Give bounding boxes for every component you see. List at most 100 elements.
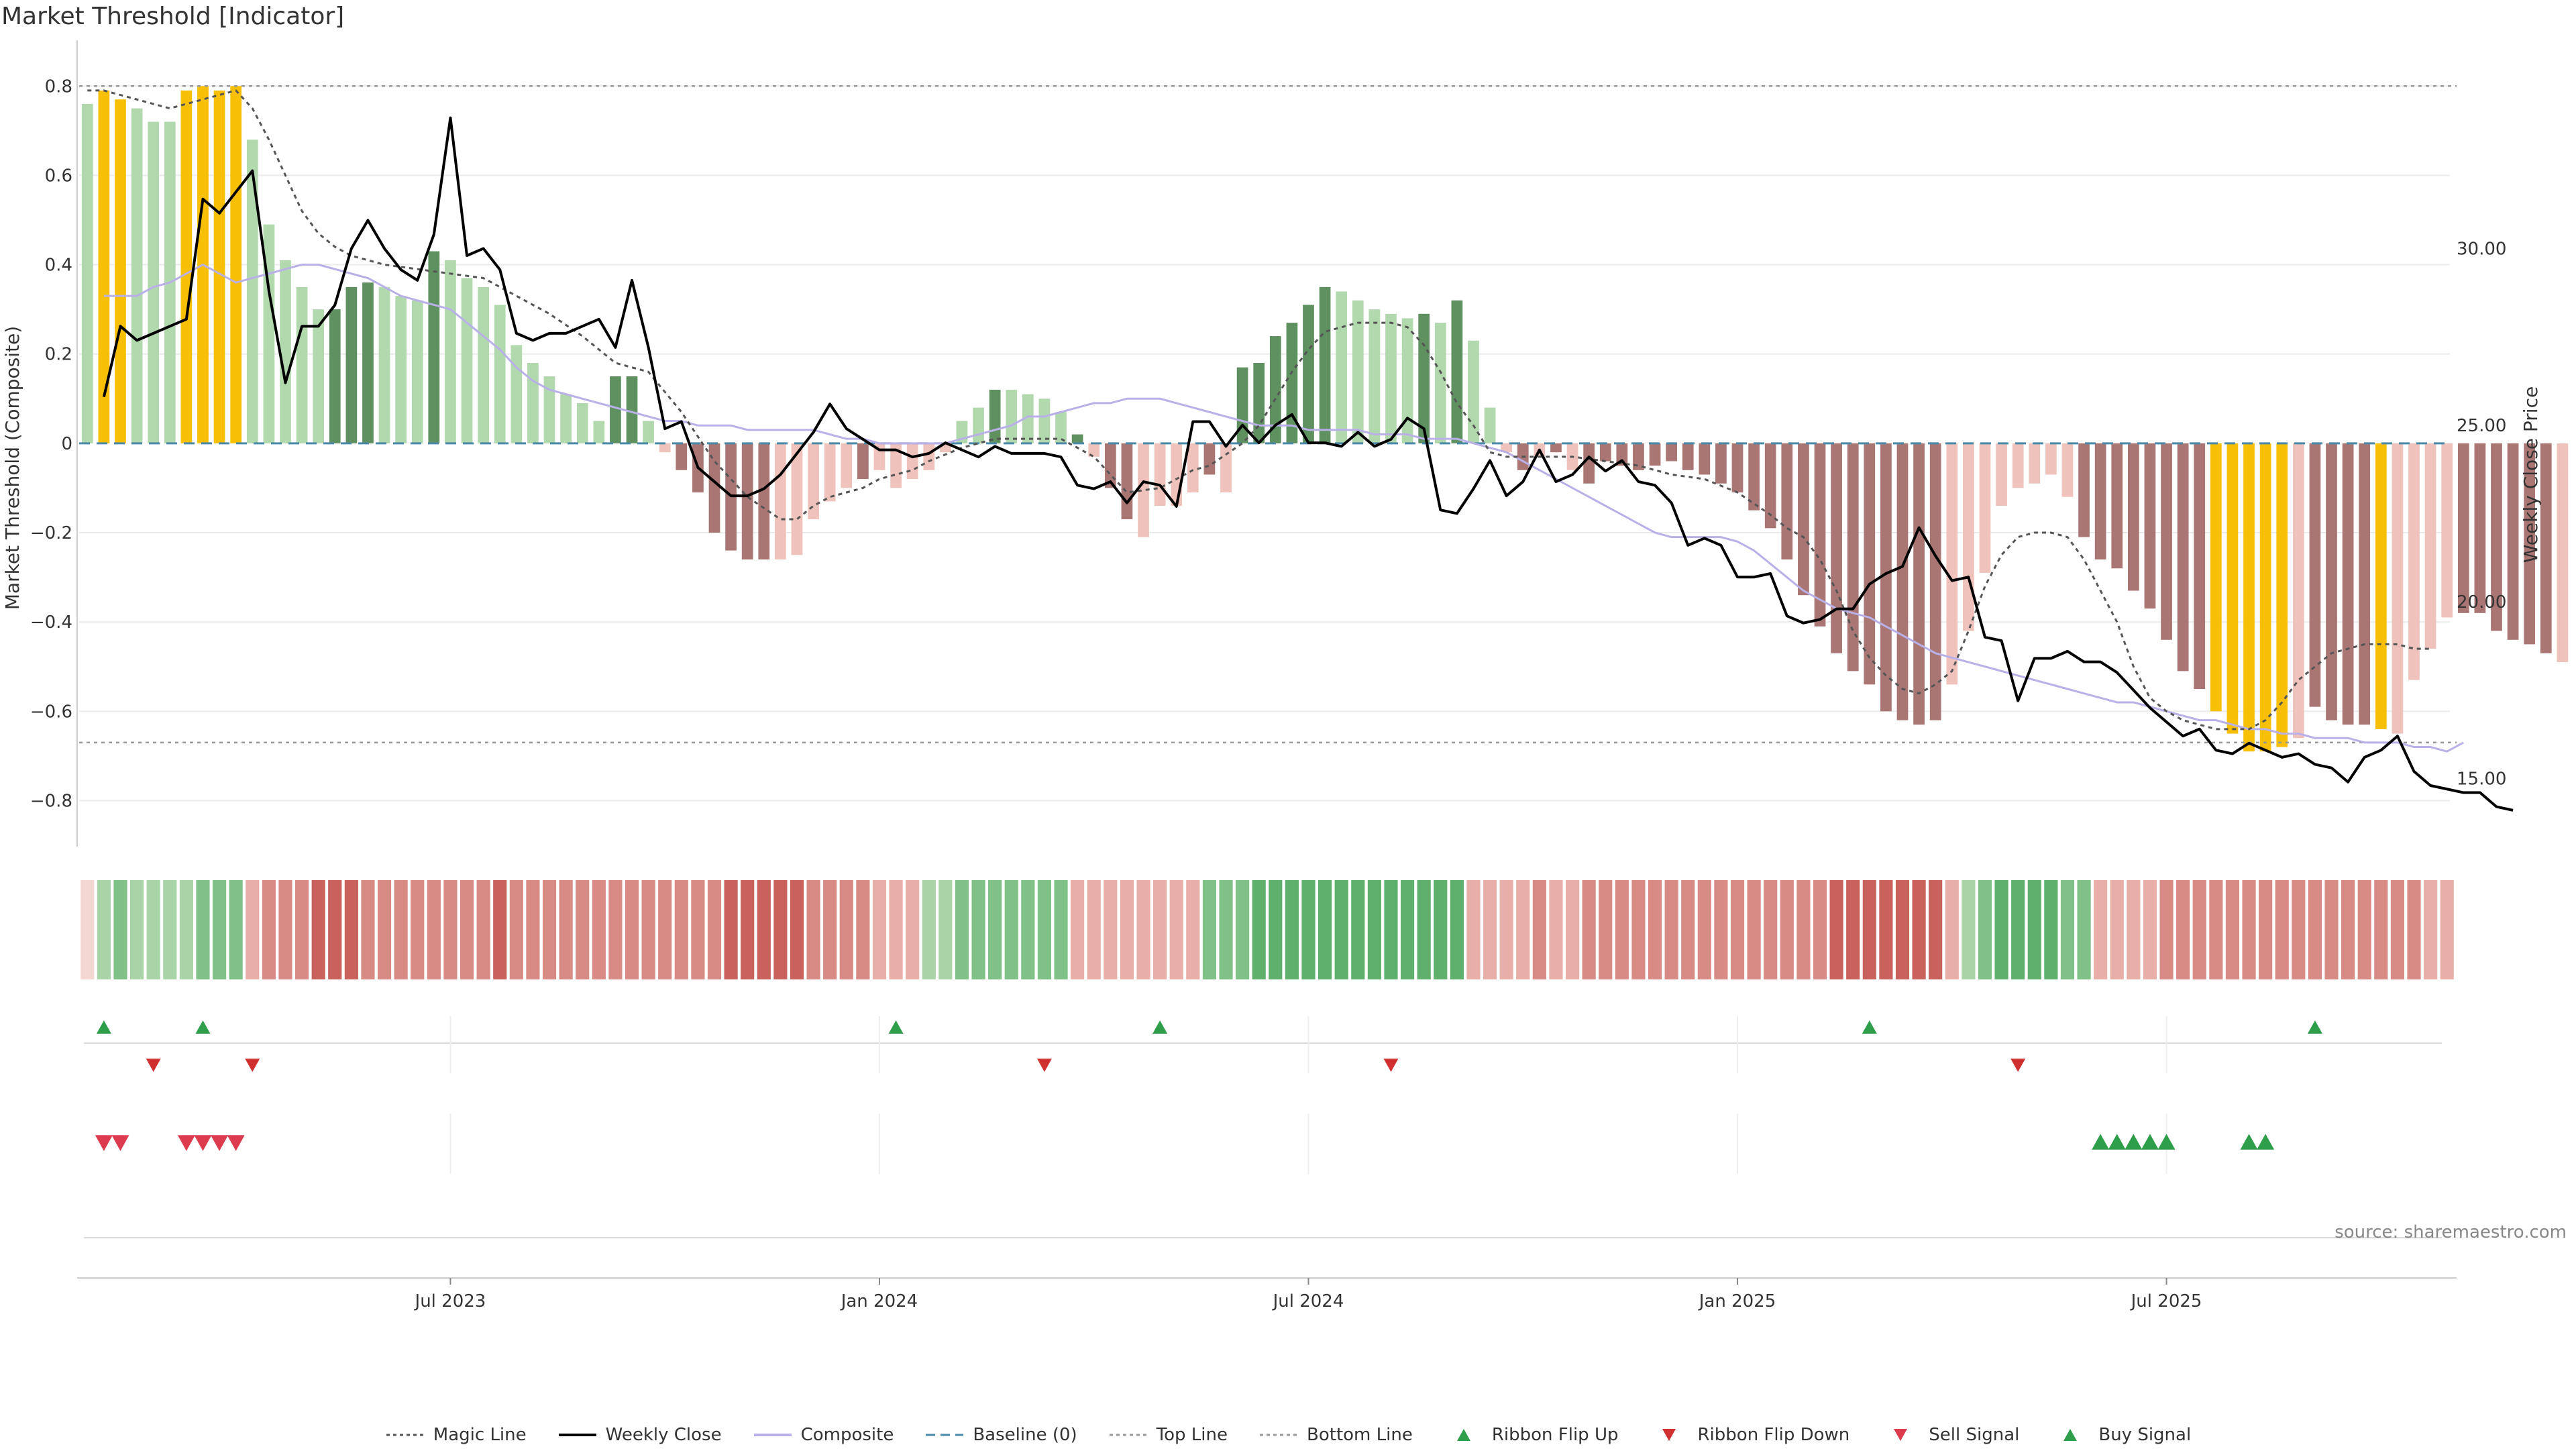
ribbon-cell bbox=[476, 880, 490, 979]
ribbon-cell bbox=[278, 880, 292, 979]
composite-bar bbox=[1468, 340, 1479, 443]
ribbon-flip-up-marker bbox=[888, 1020, 904, 1034]
legend-label: Composite bbox=[800, 1425, 894, 1445]
ribbon-cell bbox=[1615, 880, 1629, 979]
ribbon-cell bbox=[1631, 880, 1646, 979]
legend-label: Ribbon Flip Down bbox=[1697, 1425, 1850, 1445]
composite-bar bbox=[2144, 443, 2156, 609]
composite-bar bbox=[1666, 443, 1677, 462]
composite-bar bbox=[824, 443, 836, 502]
composite-bar bbox=[2524, 443, 2536, 645]
ribbon-cell bbox=[608, 880, 623, 979]
ribbon-cell bbox=[773, 880, 788, 979]
composite-bar bbox=[1781, 443, 1793, 559]
buy-signal-marker bbox=[2108, 1134, 2126, 1150]
ribbon-cell bbox=[938, 880, 953, 979]
ribbon-cell bbox=[526, 880, 540, 979]
composite-bar bbox=[1682, 443, 1694, 470]
composite-bar bbox=[659, 443, 671, 453]
ribbon-cell bbox=[2292, 880, 2306, 979]
ribbon-flip-down-marker bbox=[245, 1059, 260, 1072]
ribbon-cell bbox=[1829, 880, 1843, 979]
ribbon-cell bbox=[1565, 880, 1580, 979]
ribbon-cell bbox=[2110, 880, 2124, 979]
composite-bar bbox=[1336, 291, 1348, 443]
ribbon-cell bbox=[1599, 880, 1613, 979]
composite-bar bbox=[1699, 443, 1711, 475]
sell-signal-marker bbox=[177, 1135, 195, 1151]
y-left-tick-label: 0.8 bbox=[45, 76, 72, 97]
composite-bar bbox=[1896, 443, 1909, 720]
ribbon-cell bbox=[179, 880, 193, 979]
composite-bar bbox=[643, 421, 654, 443]
composite-bar bbox=[478, 286, 489, 443]
ribbon-cell bbox=[2440, 880, 2454, 979]
ribbon-cell bbox=[2242, 880, 2256, 979]
composite-bar bbox=[989, 389, 1001, 443]
legend-item-close: Weekly Close bbox=[557, 1425, 722, 1445]
x-tick-label: Jul 2025 bbox=[2130, 1291, 2202, 1311]
composite-bar bbox=[1484, 407, 1496, 443]
ribbon-flip-down-marker bbox=[2010, 1059, 2026, 1072]
composite-bar bbox=[2309, 443, 2321, 707]
ribbon-cell bbox=[1021, 880, 1035, 979]
sell-signal-marker bbox=[111, 1135, 129, 1151]
y-left-tick-label: 0 bbox=[61, 434, 72, 454]
ribbon-cell bbox=[2374, 880, 2388, 979]
ribbon-cell bbox=[542, 880, 557, 979]
ribbon-cell bbox=[460, 880, 474, 979]
ribbon-cell bbox=[971, 880, 985, 979]
composite-bar bbox=[857, 443, 869, 480]
weekly-close-line bbox=[102, 116, 2514, 812]
composite-bar bbox=[1501, 443, 1513, 453]
composite-bar bbox=[2111, 443, 2123, 569]
ribbon-cell bbox=[1549, 880, 1563, 979]
composite-bar bbox=[81, 103, 93, 443]
composite-bar bbox=[791, 443, 803, 555]
composite-bar bbox=[2507, 443, 2519, 640]
ribbon-cell bbox=[427, 880, 441, 979]
ribbon-cell bbox=[1236, 880, 1250, 979]
composite-bar bbox=[2276, 443, 2288, 747]
composite-bar bbox=[1154, 443, 1166, 506]
ribbon-cell bbox=[872, 880, 887, 979]
composite-bar bbox=[2557, 443, 2569, 663]
composite-bar bbox=[1203, 443, 1216, 475]
composite-bar bbox=[2078, 443, 2090, 537]
composite-bar bbox=[1303, 305, 1314, 443]
ribbon-cell bbox=[1367, 880, 1381, 979]
legend-swatch-flip_up bbox=[1456, 1429, 1470, 1441]
composite-bar bbox=[1253, 363, 1265, 443]
signal-panels bbox=[84, 1016, 2442, 1238]
composite-bar bbox=[2094, 443, 2106, 559]
composite-bar bbox=[543, 376, 555, 443]
composite-bar bbox=[1138, 443, 1149, 537]
composite-bar bbox=[2474, 443, 2486, 613]
composite-bar bbox=[148, 121, 160, 443]
composite-bar bbox=[1764, 443, 1776, 529]
ribbon-cell bbox=[377, 880, 392, 979]
composite-bar bbox=[1996, 443, 2007, 506]
legend-label: Top Line bbox=[1156, 1425, 1228, 1445]
composite-bar bbox=[890, 443, 902, 488]
ribbon-cell bbox=[2159, 880, 2174, 979]
composite-bar bbox=[1814, 443, 1826, 627]
ribbon-cell bbox=[2044, 880, 2058, 979]
ribbon-cell bbox=[641, 880, 655, 979]
composite-bar bbox=[313, 309, 325, 443]
ribbon-cell bbox=[2094, 880, 2108, 979]
y-left-tick-label: 0.4 bbox=[45, 256, 72, 276]
legend-swatch-sell bbox=[1894, 1429, 1908, 1441]
composite-bar bbox=[1946, 443, 1958, 685]
legend-label: Baseline (0) bbox=[973, 1425, 1077, 1445]
x-tick-label: Jan 2025 bbox=[1698, 1291, 1776, 1311]
ribbon-cell bbox=[2407, 880, 2421, 979]
composite-bar bbox=[246, 140, 258, 443]
ribbon-cell bbox=[130, 880, 144, 979]
ribbon-cell bbox=[1648, 880, 1662, 979]
composite-bar bbox=[1434, 323, 1446, 443]
y-left-axis-label: Market Threshold (Composite) bbox=[1, 326, 23, 610]
legend-item-baseline: Baseline (0) bbox=[924, 1425, 1077, 1445]
composite-bar bbox=[2177, 443, 2189, 672]
